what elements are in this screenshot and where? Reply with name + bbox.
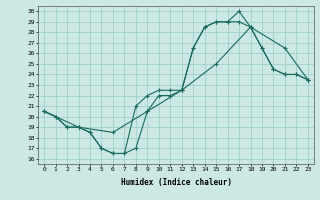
- X-axis label: Humidex (Indice chaleur): Humidex (Indice chaleur): [121, 178, 231, 187]
